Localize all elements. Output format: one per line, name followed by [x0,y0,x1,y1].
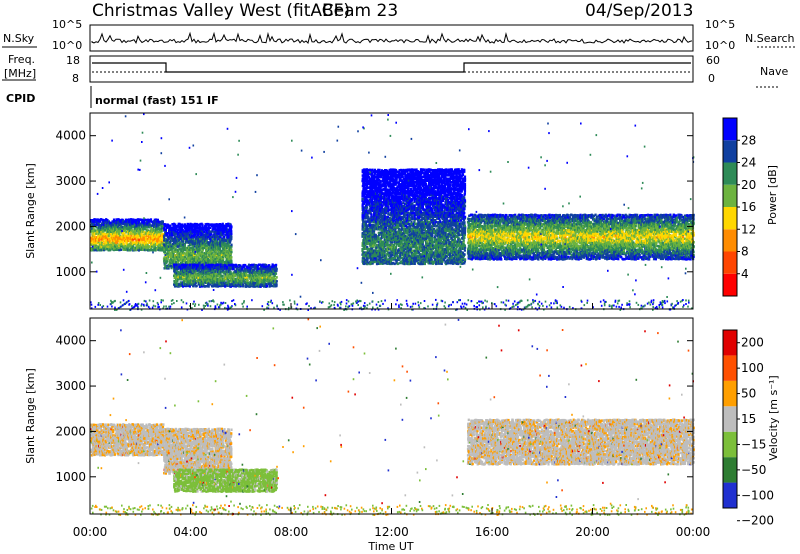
echo-cell [149,223,151,226]
nave-tick-bottom: 0 [708,72,715,85]
nsearch-label: N.Search [745,32,795,45]
beam-title: Beam 23 [322,1,398,21]
echo-cell [123,243,125,246]
echo-cell [276,268,278,271]
echo-cell [139,218,141,221]
echo-cell [385,255,387,258]
echo-cell [135,219,137,222]
station-title: Christmas Valley West (fitACF) [92,1,350,21]
nsky-label: N.Sky [3,32,35,45]
echo-cell [162,221,164,224]
echo-cell [164,223,166,226]
cpid-text: normal (fast) 151 IF [95,94,219,107]
echo-cell [276,280,278,283]
echo-cell [366,206,368,209]
echo-cell [276,276,278,279]
echo-cell [230,236,232,239]
nsky-tick-bottom: 10^0 [52,39,82,52]
nsky-tick-top: 10^5 [52,18,82,31]
date-title: 04/Sep/2013 [585,1,693,21]
echo-cell [166,232,168,235]
nsearch-tick-top: 10^5 [705,18,735,31]
cpid-label: CPID [6,92,35,105]
echo-cell [266,285,268,288]
echo-cell [138,239,140,242]
echo-cell [275,264,277,267]
freq-label: Freq. [8,53,35,66]
nsearch-tick-bottom: 10^0 [705,39,735,52]
echo-cell [230,230,232,233]
echo-cell [166,260,168,263]
echo-cell [230,249,232,252]
noise-strip-frame [90,25,693,51]
freq-strip-frame [90,56,693,82]
echo-cell [215,264,217,267]
echo-cell [377,238,379,241]
echo-cell [153,241,155,244]
echo-cell [275,272,277,275]
echo-cell [230,260,232,263]
echo-cell [108,235,110,238]
freq-tick-bottom: 8 [72,72,79,85]
freq-tick-top: 18 [66,54,80,67]
echo-cell [201,224,203,227]
nave-tick-top: 60 [706,54,720,67]
echo-cell [251,266,253,269]
echo-cell [230,225,232,228]
echo-cell [230,256,232,259]
nave-label: Nave [760,65,788,78]
echo-cell [165,229,167,232]
radar-summary-plot: Christmas Valley West (fitACF) Beam 23 0… [0,0,800,554]
echo-cell [159,238,161,241]
echo-cell [230,251,232,254]
echo-cell [222,275,224,278]
echo-cell [247,279,249,282]
echo-cell [235,278,237,281]
echo-cell [228,264,230,267]
echo-cell [230,233,232,236]
echo-cell [380,181,382,184]
echo-cell [227,223,229,226]
echo-cell [150,218,152,221]
echo-cell [120,249,122,252]
noise-trace [92,33,692,43]
freq-trace [92,63,691,72]
echo-cell [184,243,186,246]
echo-cell [276,283,278,286]
echo-cell [196,285,198,288]
echo-cell [230,244,232,247]
freq-unit-label: [MHz] [4,67,36,80]
echo-cell [179,241,181,244]
echo-cell [370,213,372,216]
echo-cell [176,280,178,283]
echo-cell [219,247,221,250]
